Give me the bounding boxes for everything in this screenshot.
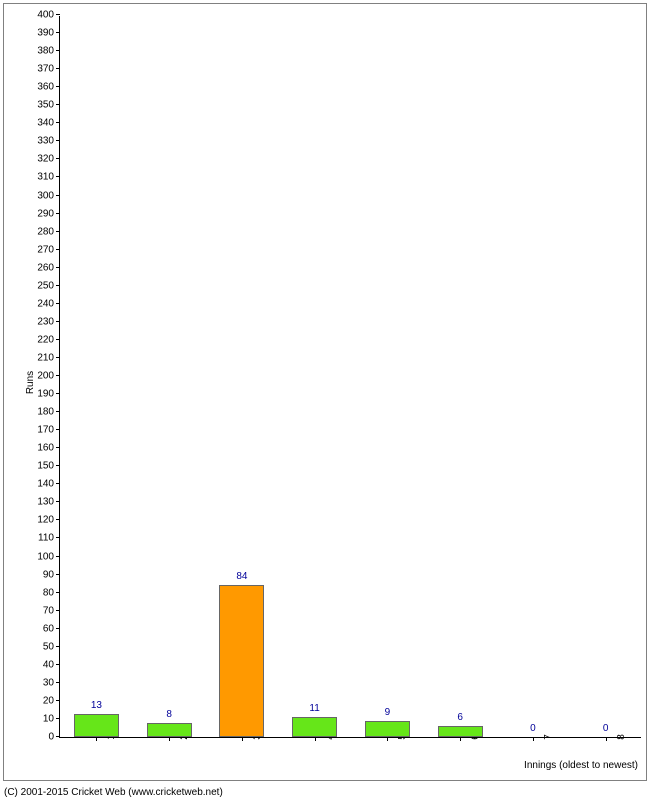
y-tick-label: 70 <box>43 605 60 616</box>
y-tick-label: 400 <box>37 10 60 21</box>
y-tick-label: 270 <box>37 244 60 255</box>
y-tick-label: 160 <box>37 443 60 454</box>
y-tick-label: 300 <box>37 190 60 201</box>
y-tick-label: 290 <box>37 208 60 219</box>
y-tick-label: 230 <box>37 316 60 327</box>
x-tick-label: 8 <box>606 734 627 740</box>
chart-frame: 0102030405060708090100110120130140150160… <box>3 3 647 781</box>
y-tick-label: 110 <box>38 533 60 544</box>
y-tick-label: 140 <box>37 479 60 490</box>
y-tick-label: 150 <box>37 461 60 472</box>
y-tick-label: 390 <box>37 28 60 39</box>
bar-value-label: 11 <box>309 703 319 714</box>
y-tick-label: 170 <box>37 425 60 436</box>
y-tick-label: 10 <box>43 713 60 724</box>
y-tick-label: 130 <box>37 497 60 508</box>
y-tick-label: 200 <box>37 371 60 382</box>
y-tick-label: 80 <box>43 587 60 598</box>
x-axis-label: Innings (oldest to newest) <box>524 760 638 771</box>
y-tick-label: 50 <box>43 641 60 652</box>
y-tick-label: 120 <box>37 515 60 526</box>
y-tick-label: 370 <box>37 64 60 75</box>
y-tick-label: 180 <box>37 407 60 418</box>
bar-value-label: 0 <box>603 723 609 734</box>
y-tick-label: 40 <box>43 659 60 670</box>
y-tick-label: 310 <box>37 172 60 183</box>
bar-value-label: 9 <box>385 707 391 718</box>
y-tick-label: 360 <box>37 82 60 93</box>
bar <box>365 721 410 737</box>
y-tick-label: 190 <box>37 389 60 400</box>
copyright-text: (C) 2001-2015 Cricket Web (www.cricketwe… <box>4 787 223 798</box>
y-tick-label: 60 <box>43 623 60 634</box>
bar <box>219 585 264 737</box>
bar-value-label: 13 <box>91 700 102 711</box>
y-tick-label: 220 <box>37 334 60 345</box>
y-tick-label: 250 <box>37 280 60 291</box>
y-tick-label: 90 <box>43 569 60 580</box>
bar-value-label: 8 <box>166 709 172 720</box>
y-tick-label: 0 <box>48 732 60 743</box>
bar-value-label: 0 <box>530 723 536 734</box>
y-tick-label: 100 <box>37 551 60 562</box>
plot-area: 0102030405060708090100110120130140150160… <box>59 16 641 738</box>
y-tick-label: 210 <box>37 352 60 363</box>
y-tick-label: 320 <box>37 154 60 165</box>
bar <box>74 714 119 737</box>
y-tick-label: 280 <box>37 226 60 237</box>
bar <box>438 726 483 737</box>
bar-value-label: 84 <box>236 571 247 582</box>
bar-value-label: 6 <box>457 712 463 723</box>
y-tick-label: 260 <box>37 262 60 273</box>
y-tick-label: 30 <box>43 677 60 688</box>
x-tick-label: 7 <box>533 734 554 740</box>
y-tick-label: 20 <box>43 695 60 706</box>
bar <box>292 717 337 737</box>
bar <box>147 723 192 737</box>
y-tick-label: 340 <box>37 118 60 129</box>
y-tick-label: 350 <box>37 100 60 111</box>
y-axis-label: Runs <box>25 371 36 394</box>
y-tick-label: 240 <box>37 298 60 309</box>
y-tick-label: 380 <box>37 46 60 57</box>
y-tick-label: 330 <box>37 136 60 147</box>
